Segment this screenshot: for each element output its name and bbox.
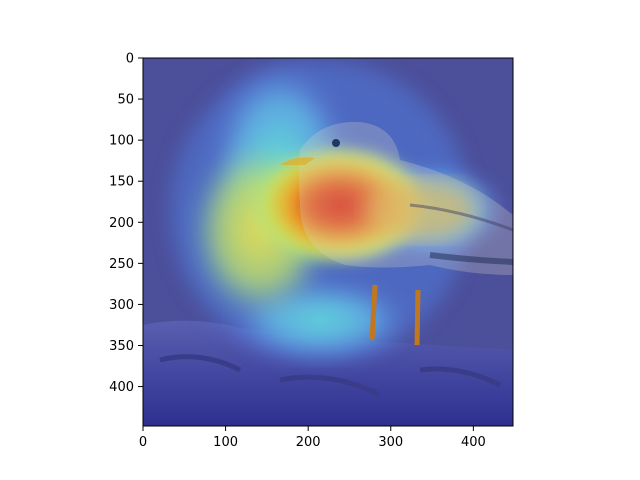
- seagull: [280, 121, 513, 346]
- x-tick-label: 100: [213, 435, 238, 450]
- heatmap-image: [143, 58, 513, 426]
- y-tick-label: 150: [109, 175, 134, 190]
- y-tick-label: 350: [109, 339, 134, 354]
- x-tick-label: 300: [378, 435, 403, 450]
- x-tick-label: 400: [461, 435, 486, 450]
- y-tick-label: 300: [109, 298, 134, 313]
- x-axis: 0 100 200 300 400: [139, 426, 486, 450]
- y-axis: 0 50 100 150 200 250 300 350 400: [109, 52, 143, 395]
- y-tick-label: 200: [109, 216, 134, 231]
- axes-frame: [142, 57, 514, 427]
- x-tick-label: 0: [139, 435, 147, 450]
- y-tick-label: 50: [117, 93, 134, 108]
- y-tick-label: 400: [109, 380, 134, 395]
- y-tick-label: 250: [109, 257, 134, 272]
- y-tick-label: 100: [109, 134, 134, 149]
- y-tick-label: 0: [126, 52, 134, 67]
- x-tick-label: 200: [296, 435, 321, 450]
